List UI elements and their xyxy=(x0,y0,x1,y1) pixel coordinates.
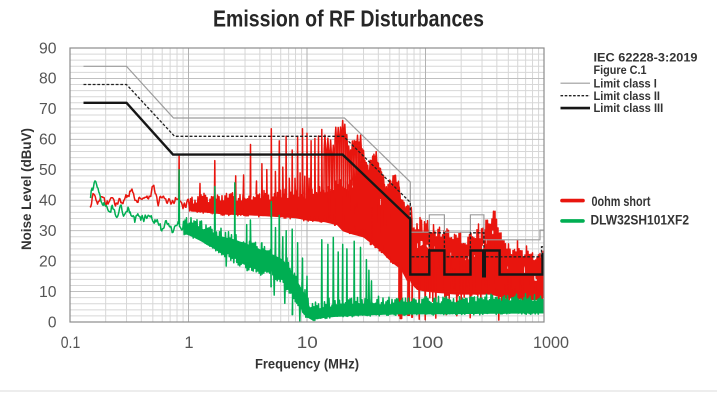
svg-text:Limit class II: Limit class II xyxy=(594,91,661,103)
svg-text:100: 100 xyxy=(412,334,444,352)
svg-text:10: 10 xyxy=(297,334,318,352)
svg-text:30: 30 xyxy=(39,223,57,240)
svg-text:1000: 1000 xyxy=(533,334,569,352)
svg-text:0.1: 0.1 xyxy=(61,334,81,352)
svg-text:0: 0 xyxy=(48,314,57,331)
svg-text:90: 90 xyxy=(39,40,57,57)
svg-text:IEC 62228-3:2019: IEC 62228-3:2019 xyxy=(594,53,698,65)
svg-text:Limit class III: Limit class III xyxy=(594,103,664,115)
svg-text:60: 60 xyxy=(39,132,57,149)
svg-text:Limit class I: Limit class I xyxy=(594,79,657,91)
svg-text:1: 1 xyxy=(184,334,193,352)
svg-text:40: 40 xyxy=(39,193,57,210)
svg-text:DLW32SH101XF2: DLW32SH101XF2 xyxy=(591,212,690,228)
svg-text:Frequency (MHz): Frequency (MHz) xyxy=(255,356,359,372)
svg-text:80: 80 xyxy=(39,71,57,88)
svg-text:Figure C.1: Figure C.1 xyxy=(594,65,648,77)
svg-text:0ohm short: 0ohm short xyxy=(592,193,651,209)
svg-text:20: 20 xyxy=(39,253,57,270)
svg-text:50: 50 xyxy=(39,162,57,179)
svg-text:Emission of RF Disturbances: Emission of RF Disturbances xyxy=(213,6,484,32)
svg-text:70: 70 xyxy=(39,101,57,118)
svg-text:10: 10 xyxy=(39,284,57,301)
svg-text:Noise Level (dBuV): Noise Level (dBuV) xyxy=(18,128,34,250)
